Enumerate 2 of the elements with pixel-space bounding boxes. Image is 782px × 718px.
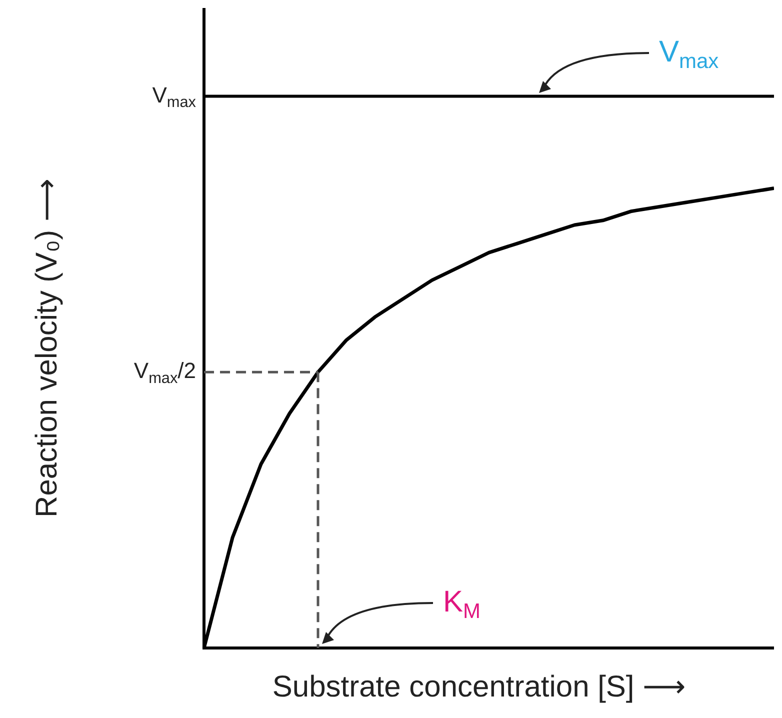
y-axis-title: Reaction velocity (V₀) ⟶ — [30, 178, 64, 518]
x-axis-title: Substrate concentration [S] ⟶ — [272, 670, 686, 704]
